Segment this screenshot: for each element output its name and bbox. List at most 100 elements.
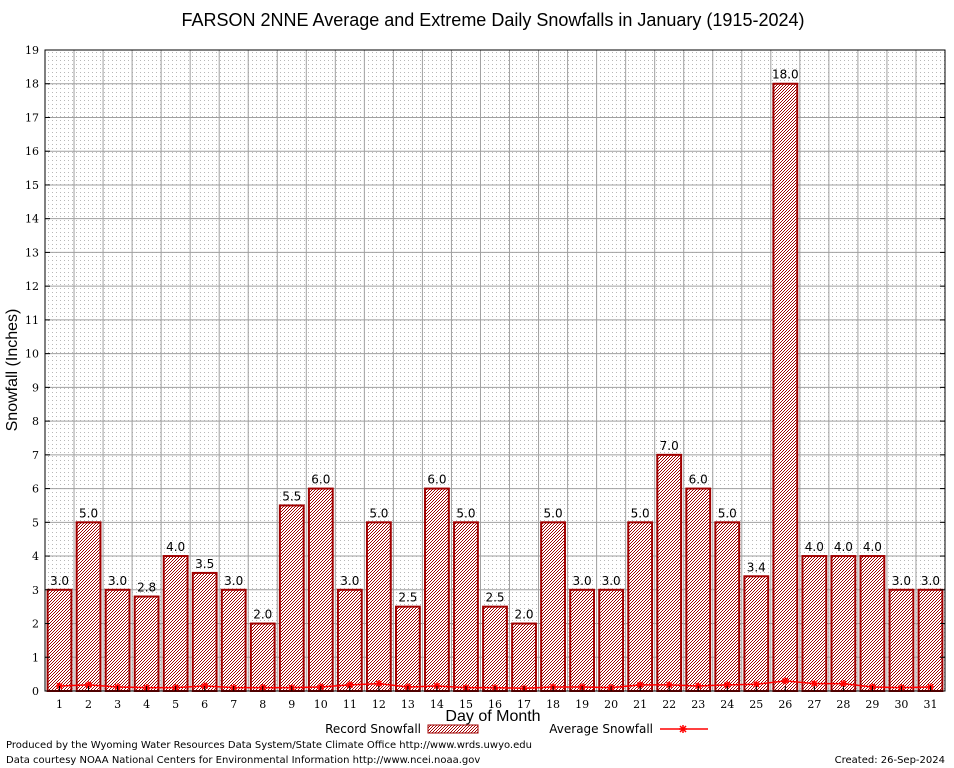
value-label-day-15: 5.0 bbox=[456, 506, 475, 520]
value-label-day-9: 5.5 bbox=[282, 489, 301, 503]
y-tick-label-7: 7 bbox=[32, 449, 39, 462]
record-bar-day-20 bbox=[598, 588, 625, 693]
record-bar-day-25 bbox=[743, 575, 770, 692]
x-tick-label-19: 20 bbox=[604, 698, 618, 711]
x-tick-label-1: 2 bbox=[85, 698, 92, 711]
value-label-day-25: 3.4 bbox=[747, 560, 766, 574]
y-tick-label-9: 9 bbox=[32, 381, 39, 394]
record-bar-day-17 bbox=[511, 622, 537, 692]
y-tick-label-0: 0 bbox=[32, 685, 39, 698]
x-tick-label-27: 28 bbox=[836, 698, 850, 711]
x-tick-label-28: 29 bbox=[865, 698, 879, 711]
record-bar-day-5 bbox=[162, 555, 189, 692]
value-label-day-5: 4.0 bbox=[166, 540, 185, 554]
y-tick-label-16: 16 bbox=[25, 145, 39, 158]
average-point-day-14 bbox=[433, 682, 441, 690]
value-label-day-21: 5.0 bbox=[631, 506, 650, 520]
x-tick-label-14: 15 bbox=[459, 698, 473, 711]
value-label-day-22: 7.0 bbox=[660, 439, 679, 453]
record-bar-day-28 bbox=[830, 555, 857, 692]
value-label-day-3: 3.0 bbox=[108, 574, 127, 588]
value-label-day-29: 4.0 bbox=[863, 540, 882, 554]
record-bar-day-6 bbox=[191, 571, 218, 693]
x-tick-label-0: 1 bbox=[56, 698, 63, 711]
value-label-day-17: 2.0 bbox=[514, 608, 533, 622]
record-bar-day-11 bbox=[336, 588, 363, 693]
record-bar-day-8 bbox=[249, 622, 276, 692]
x-tick-label-23: 24 bbox=[720, 698, 734, 711]
x-tick-label-17: 18 bbox=[546, 698, 560, 711]
y-tick-label-19: 19 bbox=[25, 44, 39, 57]
value-label-day-31: 3.0 bbox=[921, 574, 940, 588]
footer-producer: Produced by the Wyoming Water Resources … bbox=[6, 740, 532, 751]
x-tick-label-21: 22 bbox=[662, 698, 676, 711]
value-label-day-16: 2.5 bbox=[485, 591, 504, 605]
value-label-day-23: 6.0 bbox=[689, 473, 708, 487]
value-label-day-28: 4.0 bbox=[834, 540, 853, 554]
legend-record-label: Record Snowfall bbox=[325, 722, 421, 736]
y-tick-label-10: 10 bbox=[25, 348, 39, 361]
value-label-day-2: 5.0 bbox=[79, 506, 98, 520]
x-tick-label-26: 27 bbox=[807, 698, 821, 711]
record-bar-day-12 bbox=[365, 521, 392, 692]
x-tick-label-30: 31 bbox=[923, 698, 937, 711]
legend-average-marker bbox=[679, 725, 687, 733]
y-tick-label-6: 6 bbox=[32, 483, 39, 496]
x-tick-label-7: 8 bbox=[259, 698, 266, 711]
record-bar-day-9 bbox=[278, 504, 305, 692]
record-bar-day-14 bbox=[424, 487, 450, 692]
y-tick-label-13: 13 bbox=[25, 246, 39, 259]
record-bar-day-16 bbox=[482, 605, 508, 692]
value-label-day-4: 2.8 bbox=[137, 581, 156, 595]
record-bar-day-18 bbox=[540, 521, 566, 692]
record-bar-day-23 bbox=[685, 487, 712, 692]
x-tick-label-15: 16 bbox=[488, 698, 502, 711]
value-label-day-6: 3.5 bbox=[195, 557, 214, 571]
y-tick-label-4: 4 bbox=[32, 550, 39, 563]
record-bar-day-26 bbox=[772, 82, 799, 693]
y-tick-label-3: 3 bbox=[32, 584, 39, 597]
chart-title: FARSON 2NNE Average and Extreme Daily Sn… bbox=[182, 10, 805, 30]
x-tick-label-24: 25 bbox=[749, 698, 763, 711]
value-label-day-14: 6.0 bbox=[427, 473, 446, 487]
y-tick-label-1: 1 bbox=[32, 651, 39, 664]
value-label-day-8: 2.0 bbox=[253, 608, 272, 622]
record-bar-day-24 bbox=[714, 521, 741, 692]
value-label-day-12: 5.0 bbox=[369, 506, 388, 520]
y-tick-label-8: 8 bbox=[32, 415, 39, 428]
record-bar-day-15 bbox=[453, 521, 479, 692]
x-axis-label: Day of Month bbox=[445, 708, 540, 725]
y-tick-label-12: 12 bbox=[25, 280, 39, 293]
x-tick-label-16: 17 bbox=[517, 698, 531, 711]
y-tick-label-2: 2 bbox=[32, 618, 39, 631]
x-tick-label-25: 26 bbox=[778, 698, 792, 711]
x-tick-label-18: 19 bbox=[575, 698, 589, 711]
x-tick-label-13: 14 bbox=[430, 698, 444, 711]
x-tick-label-5: 6 bbox=[201, 698, 208, 711]
x-tick-label-4: 5 bbox=[172, 698, 179, 711]
x-tick-label-2: 3 bbox=[114, 698, 121, 711]
record-bar-day-4 bbox=[133, 595, 160, 693]
x-tick-label-12: 13 bbox=[401, 698, 415, 711]
average-point-day-12 bbox=[375, 680, 383, 688]
y-tick-label-11: 11 bbox=[25, 314, 39, 327]
value-label-day-24: 5.0 bbox=[718, 506, 737, 520]
x-tick-label-20: 21 bbox=[633, 698, 647, 711]
value-label-day-13: 2.5 bbox=[398, 591, 417, 605]
value-label-day-20: 3.0 bbox=[602, 574, 621, 588]
x-tick-label-22: 23 bbox=[691, 698, 705, 711]
x-tick-label-11: 12 bbox=[372, 698, 386, 711]
legend-record-swatch bbox=[427, 724, 479, 734]
value-label-day-27: 4.0 bbox=[805, 540, 824, 554]
y-tick-label-5: 5 bbox=[32, 516, 39, 529]
record-bar-day-30 bbox=[888, 588, 915, 693]
average-point-day-27 bbox=[810, 680, 818, 688]
value-label-day-19: 3.0 bbox=[573, 574, 592, 588]
footer-data-source: Data courtesy NOAA National Centers for … bbox=[6, 755, 480, 766]
x-tick-label-6: 7 bbox=[230, 698, 237, 711]
record-bar-day-2 bbox=[75, 521, 102, 692]
value-label-day-7: 3.0 bbox=[224, 574, 243, 588]
